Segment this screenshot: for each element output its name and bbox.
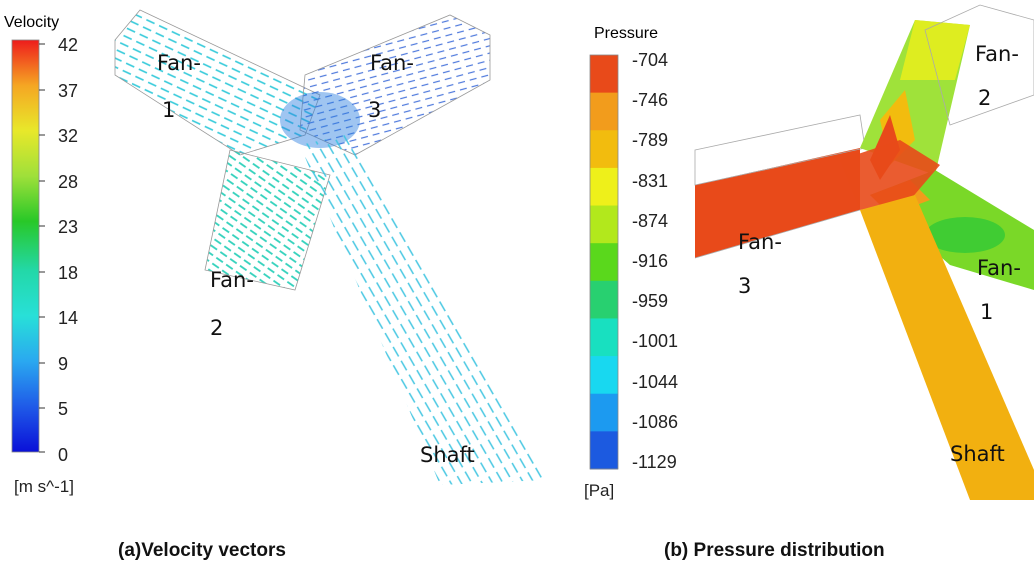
velocity-tick-label: 42 <box>58 35 79 55</box>
pressure-color-band <box>590 130 618 169</box>
shaft-label: Shaft <box>420 443 475 467</box>
velocity-tick-label: 23 <box>58 217 79 237</box>
pressure-tick-label: -1086 <box>632 411 679 432</box>
velocity-tick-label: 5 <box>58 399 69 419</box>
pressure-color-band <box>590 55 618 94</box>
fan2-label-line2: 2 <box>210 316 224 340</box>
velocity-legend-title: Velocity <box>4 14 60 31</box>
fan1-label-line1: Fan- <box>977 256 1021 280</box>
fan3-label-line2: 3 <box>738 274 752 298</box>
pressure-color-band <box>590 393 618 432</box>
fan2-label-line2: 2 <box>978 86 992 110</box>
velocity-tick-label: 14 <box>58 308 79 328</box>
shaft-label: Shaft <box>950 442 1005 466</box>
pressure-color-band <box>590 92 618 131</box>
fan1-label-line2: 1 <box>980 300 994 324</box>
pressure-unit: [Pa] <box>584 481 615 500</box>
pressure-tick-label: -1129 <box>632 452 677 472</box>
pressure-tick-label: -916 <box>632 251 669 271</box>
fan3-label-line1: Fan- <box>738 230 782 254</box>
pressure-color-band <box>590 205 618 244</box>
fan1-label-line1: Fan- <box>157 51 201 75</box>
velocity-tick-label: 0 <box>58 444 69 465</box>
pressure-tick-label: -746 <box>632 90 669 111</box>
velocity-tick-label: 32 <box>58 126 79 146</box>
pressure-tick-label: -874 <box>632 210 669 231</box>
fan2-label-line1: Fan- <box>210 268 254 292</box>
pressure-color-band <box>590 243 618 282</box>
pressure-tick-label: -831 <box>632 170 669 191</box>
pressure-panel: Pressure Fan- 2 Fan- 3 Fan- 1 Shaft -704… <box>570 0 1034 520</box>
fan1-label-line2: 1 <box>162 98 176 122</box>
velocity-tick-label: 9 <box>58 353 69 374</box>
pressure-tick-label: -704 <box>632 50 669 70</box>
pressure-tick-label: -789 <box>632 130 669 151</box>
velocity-tick-label: 18 <box>58 262 79 283</box>
velocity-colorbar <box>11 39 45 453</box>
pressure-color-band <box>590 431 618 470</box>
pressure-tick-label: -1001 <box>632 331 679 352</box>
velocity-tick-label: 37 <box>58 80 79 101</box>
pressure-legend-title: Pressure <box>594 25 659 42</box>
velocity-tick-label: 28 <box>58 171 79 192</box>
pressure-color-band <box>590 356 618 395</box>
pressure-contour-field <box>694 4 1034 500</box>
caption-b: (b) Pressure distribution <box>664 540 885 561</box>
pressure-tick-label: -959 <box>632 291 669 312</box>
pressure-tick-label: -1044 <box>632 371 679 392</box>
fan2-label-line1: Fan- <box>975 42 1019 66</box>
fan3-label-line2: 3 <box>368 98 382 122</box>
velocity-panel: Velocity <box>0 0 545 520</box>
caption-a: (a)Velocity vectors <box>118 540 286 561</box>
velocity-unit: [m s^-1] <box>14 477 74 496</box>
pressure-colorbar <box>589 54 619 470</box>
pressure-color-band <box>590 318 618 357</box>
velocity-vector-field <box>114 9 545 485</box>
pressure-color-band <box>590 167 618 207</box>
pressure-color-band <box>590 280 618 319</box>
fan3-label-line1: Fan- <box>370 51 414 75</box>
